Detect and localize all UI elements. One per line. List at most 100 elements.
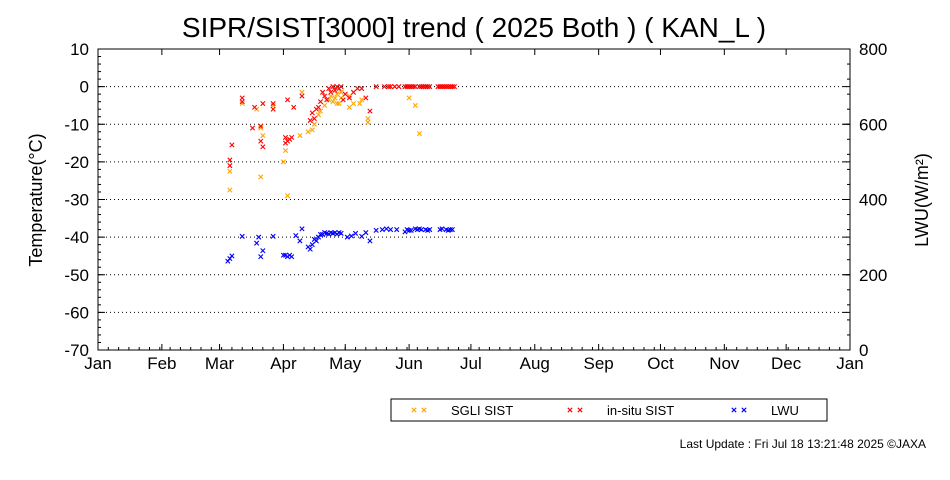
lwu-point	[307, 246, 313, 252]
x-tick-label: Nov	[709, 354, 740, 373]
sgli-sist-point	[260, 132, 266, 139]
x-tick-label: Jan	[84, 354, 111, 373]
sgli-sist-point	[284, 193, 291, 199]
in-situ-sist-point	[332, 87, 338, 93]
chart-title: SIPR/SIST[3000] trend ( 2025 Both ) ( KA…	[182, 12, 766, 43]
lwu-point	[297, 238, 303, 244]
in-situ-sist-point	[227, 163, 233, 169]
x-tick-label: Mar	[205, 354, 235, 373]
x-axis: Jan Feb Mar Apr May Jun Jul Aug Sep Oct Nov Dec Jan	[84, 49, 864, 373]
x-tick-label: Dec	[771, 354, 802, 373]
lwu-point	[309, 242, 315, 248]
plot-frame	[97, 48, 851, 351]
in-situ-sist-point	[299, 93, 305, 99]
lwu-point	[367, 238, 373, 244]
in-situ-sist-point	[443, 84, 449, 90]
sgli-sist-point	[359, 97, 365, 103]
sgli-sist-point	[350, 100, 357, 107]
legend-marker-lwu	[741, 407, 747, 413]
lwu-point	[254, 240, 260, 246]
x-tick-label: Jun	[395, 354, 422, 373]
lwu-point	[256, 234, 262, 240]
legend-marker-in-situ-sist	[567, 407, 573, 413]
y-tick-label: -60	[64, 303, 89, 322]
in-situ-sist-point	[373, 84, 379, 90]
in-situ-sist-point	[340, 97, 346, 103]
in-situ-sist-point	[330, 84, 336, 90]
x-tick-label: Aug	[520, 354, 550, 373]
sgli-sist-point	[322, 102, 328, 109]
lwu-point	[270, 233, 276, 239]
lwu-point	[258, 254, 264, 260]
lwu-point	[348, 233, 355, 239]
in-situ-sist-point	[328, 89, 334, 95]
in-situ-sist-point	[437, 84, 443, 90]
y-tick-label: -30	[64, 191, 89, 210]
lwu-point	[359, 233, 365, 239]
in-situ-sist-point	[270, 106, 276, 112]
in-situ-sist-point	[229, 142, 235, 148]
legend-box	[390, 398, 828, 422]
in-situ-sist-point	[258, 138, 264, 144]
sgli-sist-point	[336, 100, 342, 107]
in-situ-sist-point	[309, 110, 315, 116]
lwu-point	[408, 227, 414, 233]
in-situ-sist-point	[239, 99, 245, 105]
in-situ-sist-point	[227, 157, 233, 163]
sgli-sist-point	[365, 119, 371, 125]
y2-tick-label: 200	[859, 266, 887, 285]
in-situ-sist-point	[416, 84, 422, 90]
legend-label-sgli-sist: SGLI SIST	[451, 403, 513, 418]
sgli-sist-point	[328, 93, 334, 99]
lwu-point	[406, 227, 412, 233]
in-situ-sist-point	[307, 117, 313, 124]
sgli-sist-point	[332, 95, 338, 101]
lwu-point	[394, 227, 400, 233]
lwu-point	[447, 227, 453, 233]
y-axis: 10 0 -10 -20 -30 -40 -50 -60 -70	[64, 40, 850, 360]
in-situ-sist-point	[439, 84, 445, 90]
in-situ-sist-point	[435, 84, 441, 90]
y-tick-label: -40	[64, 228, 89, 247]
lwu-point	[449, 227, 455, 233]
sgli-sist-point	[297, 132, 303, 139]
in-situ-sist-point	[251, 104, 258, 110]
lwu-point	[239, 233, 245, 239]
in-situ-sist-point	[284, 97, 291, 103]
sgli-sist-point	[406, 95, 412, 101]
in-situ-sist-point	[324, 97, 330, 103]
lwu-point	[299, 226, 305, 232]
in-situ-sist-point	[311, 116, 317, 122]
in-situ-sist-point	[342, 91, 348, 97]
lwu-point	[379, 227, 385, 233]
sgli-sist-point	[357, 100, 363, 107]
in-situ-sist-point	[422, 84, 429, 90]
in-situ-sist-point	[402, 84, 408, 90]
last-update-text: Last Update : Fri Jul 18 13:21:48 2025 ©…	[679, 437, 926, 451]
in-situ-sist-point	[249, 125, 256, 131]
y-tick-label: -10	[64, 115, 89, 134]
x-tick-label: Feb	[147, 354, 176, 373]
in-situ-sist-point	[404, 84, 410, 90]
lwu-point	[439, 226, 445, 232]
in-situ-sist-point	[239, 95, 245, 101]
in-situ-sist-point	[387, 84, 394, 90]
grid	[98, 86, 850, 313]
y2-tick-label: 0	[859, 341, 868, 360]
sgli-sist-point	[280, 159, 287, 165]
in-situ-sist-point	[447, 84, 453, 90]
lwu-point	[387, 227, 394, 233]
data-points	[225, 84, 458, 264]
sgli-sist-point	[227, 168, 233, 174]
in-situ-sist-point	[355, 85, 361, 92]
sgli-sist-point	[416, 131, 422, 137]
y-axis-label: Temperature(°C)	[26, 133, 46, 266]
in-situ-sist-point	[350, 89, 357, 95]
y2-axis: 800 600 400 200 0	[843, 40, 887, 360]
y-tick-label: -20	[64, 153, 89, 172]
sgli-sist-point	[338, 89, 344, 95]
in-situ-sist-point	[420, 84, 427, 90]
lwu-point	[363, 230, 369, 236]
legend-marker-in-situ-sist	[577, 407, 583, 413]
